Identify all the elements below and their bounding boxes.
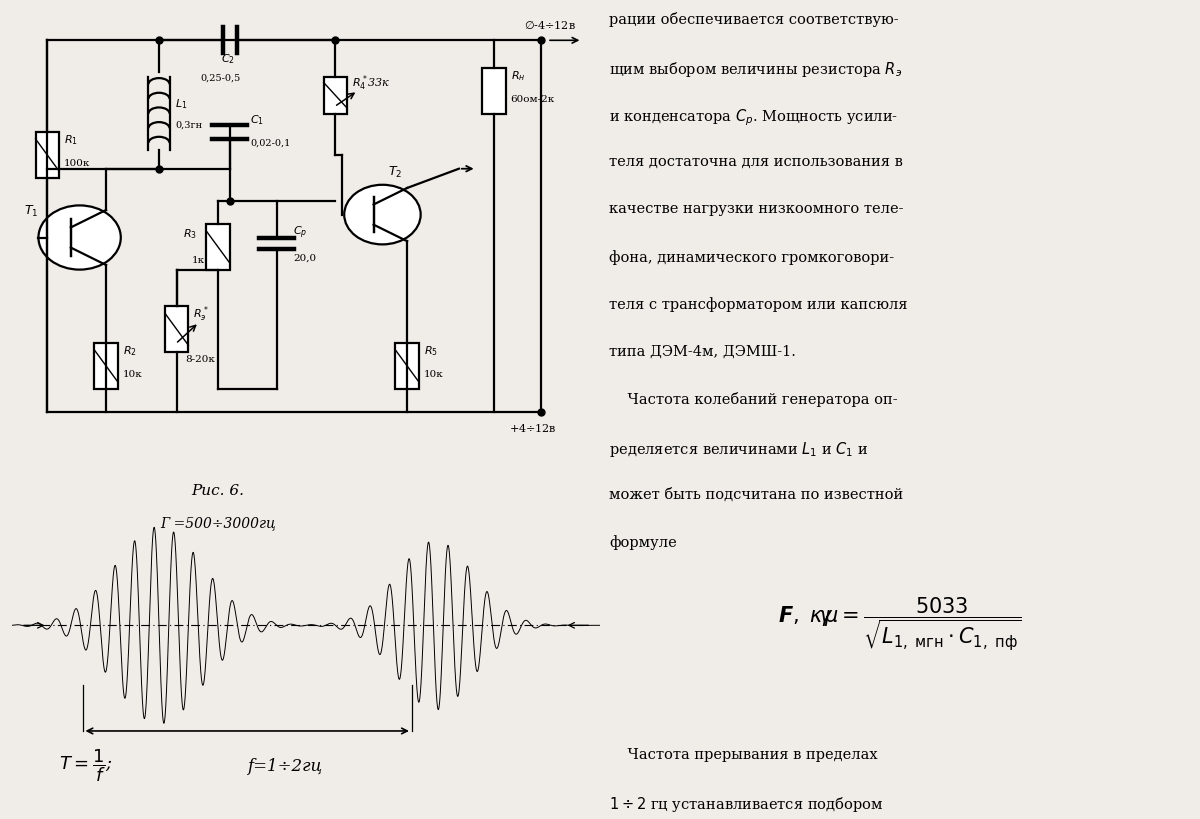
Text: типа ДЭМ-4м, ДЭМШ-1.: типа ДЭМ-4м, ДЭМШ-1. <box>610 345 796 359</box>
Text: +4$\div$12в: +4$\div$12в <box>509 423 557 434</box>
Bar <box>324 77 347 114</box>
Text: Рис. 6.: Рис. 6. <box>191 484 245 499</box>
Text: 1к: 1к <box>191 256 204 265</box>
Text: теля с трансформатором или капсюля: теля с трансформатором или капсюля <box>610 297 907 312</box>
Text: $T_1$: $T_1$ <box>24 204 38 219</box>
Text: щим выбором величины резистора $R_э$: щим выбором величины резистора $R_э$ <box>610 60 902 79</box>
Text: Частота прерывания в пределах: Частота прерывания в пределах <box>610 748 877 762</box>
Text: 10к: 10к <box>122 370 143 379</box>
Text: $R_4^*$33к: $R_4^*$33к <box>352 73 390 93</box>
Text: 8-20к: 8-20к <box>186 355 215 364</box>
Text: 0,25-0,5: 0,25-0,5 <box>200 74 240 83</box>
Circle shape <box>344 185 421 244</box>
Text: теля достаточна для использования в: теля достаточна для использования в <box>610 155 902 169</box>
Text: $T=\dfrac{1}{f}$;: $T=\dfrac{1}{f}$; <box>59 748 113 785</box>
Text: 0,3гн: 0,3гн <box>175 120 203 129</box>
Text: $R_э^*$: $R_э^*$ <box>193 305 209 324</box>
Text: 10к: 10к <box>424 370 443 379</box>
Text: $R_1$: $R_1$ <box>64 133 78 147</box>
Text: ределяется величинами $L_1$ и $C_1$ и: ределяется величинами $L_1$ и $C_1$ и <box>610 440 869 459</box>
Text: $R_5$: $R_5$ <box>424 345 438 358</box>
Text: f=1÷2гц: f=1÷2гц <box>247 758 323 775</box>
Bar <box>95 343 118 389</box>
Text: Частота колебаний генератора оп-: Частота колебаний генератора оп- <box>610 392 898 407</box>
Text: и конденсатора $C_р$. Мощность усили-: и конденсатора $C_р$. Мощность усили- <box>610 107 898 128</box>
Text: $L_1$: $L_1$ <box>175 97 188 111</box>
Bar <box>482 68 506 114</box>
Text: фона, динамического громкоговори-: фона, динамического громкоговори- <box>610 250 894 265</box>
Text: формуле: формуле <box>610 535 677 550</box>
Bar <box>395 343 419 389</box>
Bar <box>206 224 229 269</box>
Text: Г =500÷3000гц: Г =500÷3000гц <box>160 516 276 530</box>
Text: $\varnothing$-4$\div$12в: $\varnothing$-4$\div$12в <box>523 19 575 31</box>
Text: 0,02-0,1: 0,02-0,1 <box>250 138 290 147</box>
Text: $C_1$: $C_1$ <box>250 113 264 127</box>
Text: 60ом-2к: 60ом-2к <box>511 95 554 104</box>
Text: качестве нагрузки низкоомного теле-: качестве нагрузки низкоомного теле- <box>610 202 904 216</box>
Text: рации обеспечивается соответствую-: рации обеспечивается соответствую- <box>610 12 899 27</box>
Text: $1\div2$ гц устанавливается подбором: $1\div2$ гц устанавливается подбором <box>610 795 883 814</box>
Text: $C_р$: $C_р$ <box>293 224 307 241</box>
Text: $T_2$: $T_2$ <box>389 165 402 179</box>
Text: $\boldsymbol{F},\ \mathit{\kappa\!\gamma\!\!\mu} = \dfrac{5033}{\sqrt{L_{1,\ \ma: $\boldsymbol{F},\ \mathit{\kappa\!\gamma… <box>778 596 1022 654</box>
Text: $R_3$: $R_3$ <box>182 228 197 242</box>
Text: $C_2$: $C_2$ <box>221 52 235 66</box>
Text: $R_2$: $R_2$ <box>122 345 137 358</box>
Bar <box>164 306 188 352</box>
Text: 100к: 100к <box>64 160 90 169</box>
Bar <box>36 132 59 178</box>
Text: может быть подсчитана по известной: может быть подсчитана по известной <box>610 487 904 501</box>
Text: 20,0: 20,0 <box>293 253 316 262</box>
Text: $R_н$: $R_н$ <box>511 70 526 83</box>
Circle shape <box>38 206 121 269</box>
